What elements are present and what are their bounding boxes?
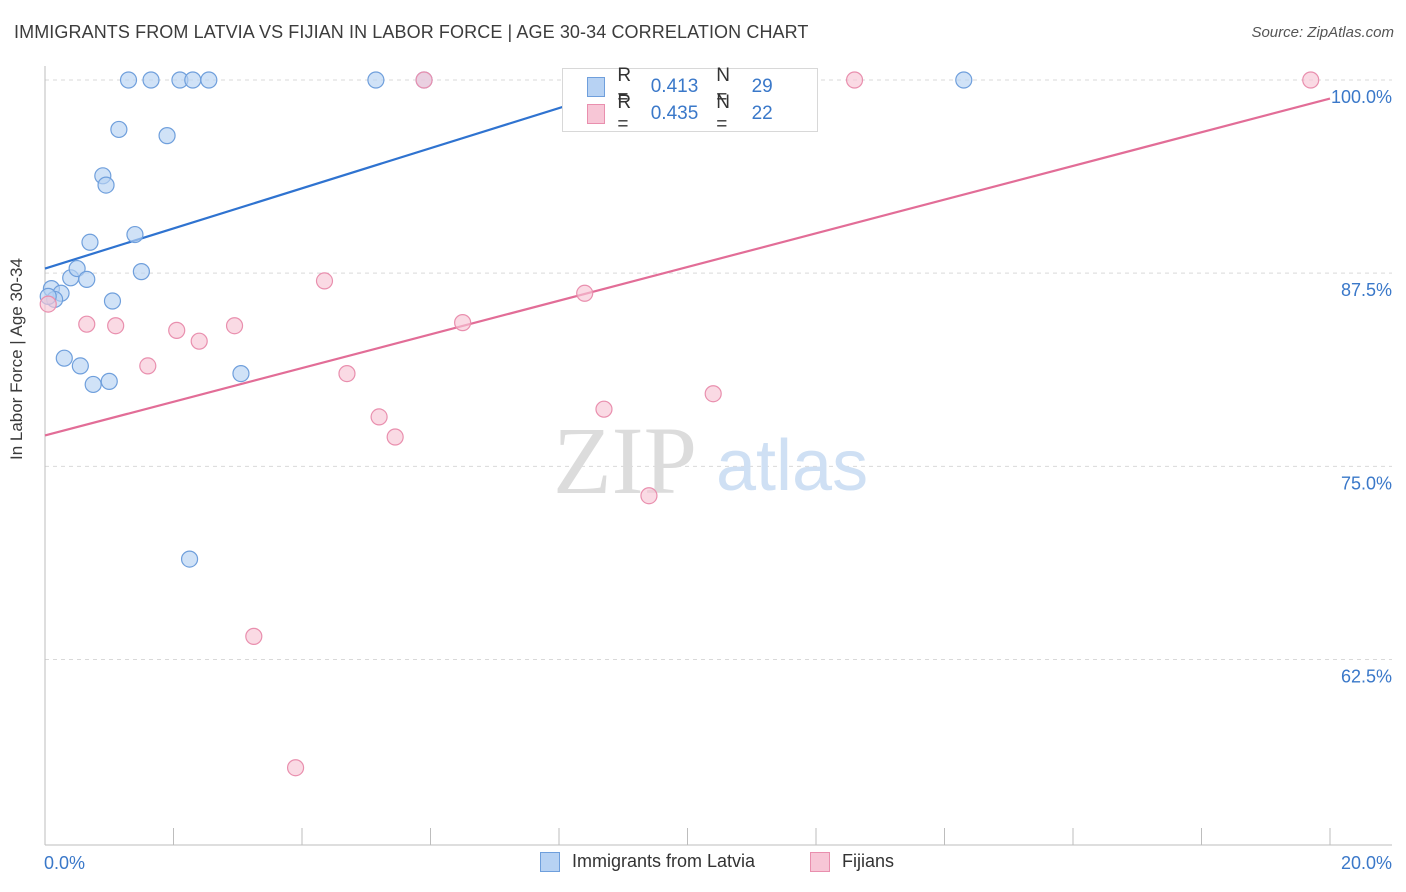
point-latvia: [200, 71, 218, 89]
legend-swatch-pink: [587, 104, 606, 124]
point-latvia: [55, 349, 73, 367]
point-fijians: [1302, 71, 1320, 89]
point-fijians: [704, 385, 722, 403]
legend-r-value: 0.435: [650, 103, 699, 124]
point-latvia: [180, 550, 199, 568]
point-latvia: [955, 71, 973, 89]
chart-title: IMMIGRANTS FROM LATVIA VS FIJIAN IN LABO…: [14, 22, 809, 42]
legend-row-latvia: R = 0.413 N = 29: [587, 65, 817, 108]
legend-n-value: 22: [751, 103, 773, 124]
point-fijians: [845, 71, 864, 89]
y-axis-label: In Labor Force | Age 30-34: [7, 258, 26, 460]
legend: R = 0.413 N = 29 R = 0.435 N = 22: [562, 65, 818, 135]
point-latvia: [84, 375, 102, 394]
point-latvia: [100, 372, 118, 390]
legend-r-label: R =: [617, 92, 632, 135]
point-latvia: [158, 127, 176, 145]
legend-n-label: N =: [716, 92, 730, 135]
point-fijians: [286, 759, 305, 777]
point-fijians: [386, 428, 404, 446]
y-tick-label: 62.5%: [1341, 667, 1392, 687]
point-fijians: [39, 295, 57, 313]
y-tick-label: 75.0%: [1341, 473, 1392, 493]
point-fijians: [225, 317, 244, 335]
x-tick-label: 20.0%: [1341, 853, 1392, 873]
legend-n-label: N =: [716, 65, 730, 108]
point-fijians: [454, 314, 472, 332]
point-fijians: [315, 272, 334, 290]
point-latvia: [119, 71, 138, 89]
point-fijians: [190, 332, 208, 350]
legend-r-label: R =: [617, 65, 632, 108]
gridlines: [45, 79, 1392, 661]
point-latvia: [78, 270, 96, 288]
legend-row-fijians: R = 0.435 N = 22: [587, 92, 817, 135]
source-label: Source: ZipAtlas.com: [1251, 24, 1394, 41]
point-fijians: [245, 627, 263, 645]
point-latvia: [110, 120, 128, 139]
legend-swatch-pink: [810, 851, 830, 872]
point-latvia: [132, 263, 150, 281]
bottom-legend-latvia[interactable]: Immigrants from Latvia: [540, 851, 755, 872]
point-fijians: [338, 365, 356, 383]
point-fijians: [370, 408, 388, 426]
legend-n-value: 29: [751, 76, 773, 97]
point-fijians: [168, 321, 186, 339]
point-latvia: [103, 292, 122, 310]
tick-labels: 62.5% 75.0% 87.5% 100.0% 0.0% 20.0%: [44, 87, 1392, 873]
trend-lines: [44, 78, 1331, 437]
point-latvia: [232, 365, 250, 383]
point-fijians: [78, 315, 96, 333]
legend-swatch-blue: [587, 77, 606, 97]
x-tick-label: 0.0%: [44, 853, 85, 873]
bottom-legend-label: Fijians: [842, 851, 895, 871]
point-fijians: [107, 317, 125, 335]
y-tick-label: 100.0%: [1331, 87, 1392, 107]
watermark-atlas: atlas: [716, 426, 868, 506]
legend-swatch-blue: [540, 851, 560, 872]
point-latvia: [184, 71, 202, 89]
data-points: [39, 71, 1320, 777]
point-fijians: [139, 357, 157, 375]
point-latvia: [71, 357, 89, 375]
point-fijians: [415, 71, 433, 89]
legend-r-value: 0.413: [650, 76, 699, 97]
point-fijians: [595, 400, 613, 418]
trend-line-latvia: [44, 78, 650, 270]
point-latvia: [97, 176, 115, 194]
bottom-legend-label: Immigrants from Latvia: [572, 851, 756, 871]
point-latvia: [126, 225, 144, 244]
bottom-legend-fijians[interactable]: Fijians: [810, 851, 894, 872]
trend-line-fijians: [44, 97, 1331, 437]
watermark-zip: ZIP: [553, 407, 697, 514]
y-tick-label: 87.5%: [1341, 280, 1392, 300]
point-latvia: [81, 233, 99, 251]
point-fijians: [576, 284, 594, 302]
axes: [44, 66, 1392, 846]
point-latvia: [68, 259, 86, 278]
point-latvia: [367, 71, 385, 89]
point-fijians: [640, 487, 658, 505]
point-latvia: [142, 71, 160, 89]
bottom-legend: Immigrants from Latvia Fijians: [0, 851, 1406, 877]
